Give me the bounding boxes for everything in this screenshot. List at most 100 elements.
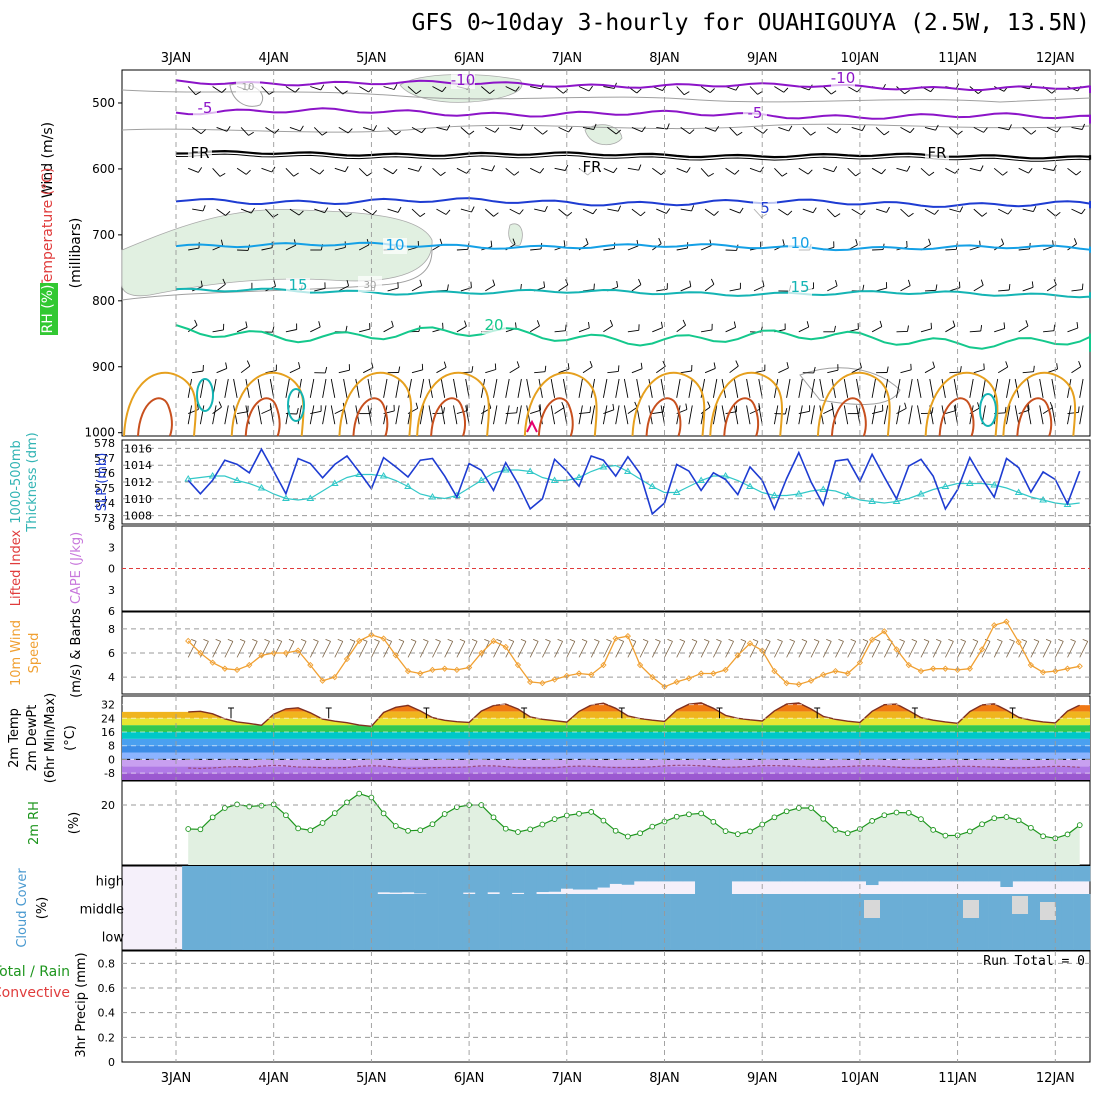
cell-contour (709, 371, 783, 437)
wind-barb-flag (520, 124, 524, 130)
thickness-tick-label: 573 (94, 512, 115, 525)
wind-speed-marker (246, 661, 253, 669)
wind-barb-flag (446, 124, 451, 131)
cloud-bar (426, 894, 439, 922)
cloud-bar (572, 866, 586, 890)
wind-speed-marker (893, 646, 900, 653)
cloud-bar (670, 922, 684, 950)
wind-barb-flag (563, 240, 566, 247)
cloud-bar (548, 866, 561, 892)
y-tick-label: 500 (92, 96, 115, 110)
label-backdrop (451, 73, 475, 89)
wind-barb (831, 378, 836, 398)
wind-barb-flag (564, 164, 569, 171)
wind-barb (387, 127, 397, 136)
wind-barb-flag (708, 173, 714, 177)
cloud-bar (792, 866, 806, 882)
cell-contour (537, 397, 574, 437)
surface-barb-flag (313, 639, 319, 642)
wind-barb (269, 378, 275, 398)
wind-speed-marker (307, 661, 314, 669)
cloud-bar (560, 894, 574, 922)
surface-barb (505, 641, 515, 658)
rh-marker (869, 818, 875, 824)
wind-speed-marker (319, 677, 326, 684)
rh-area-fill (188, 793, 1080, 865)
cloud-bar (243, 922, 256, 950)
cloud-bar (780, 894, 794, 922)
wind-barb-flag (762, 280, 765, 287)
rh-marker (905, 809, 912, 816)
wind-speed-marker (1052, 667, 1059, 675)
wind-barb-flag (617, 365, 620, 372)
wind-barb (998, 126, 1010, 131)
cloud-bar (695, 894, 708, 922)
cloud-bar (890, 922, 903, 950)
wind-speed-marker (783, 680, 790, 687)
surface-barb-flag (545, 639, 551, 642)
surface-barb (945, 641, 954, 658)
wind-barb-flag (218, 401, 222, 408)
wind-barb-flag (324, 366, 328, 374)
wind-barb (440, 405, 446, 425)
cloud-bar (695, 922, 708, 950)
cloud-bar (829, 866, 842, 882)
rh-marker (1003, 814, 1010, 820)
wind-barb (615, 378, 620, 398)
wind-barb (358, 167, 368, 177)
cloud-bar (890, 894, 903, 922)
cloud-bar (914, 866, 928, 882)
wind-barb (941, 378, 946, 398)
wind-barb (1042, 407, 1053, 414)
surface-barb (920, 641, 930, 658)
wind-barb (701, 329, 713, 333)
wind-barb-flag (194, 319, 198, 326)
cloud-bar (548, 894, 561, 922)
wind-barb-flag (250, 207, 255, 214)
wind-barb (725, 326, 736, 333)
rh-marker (307, 827, 314, 834)
wind-speed-marker (832, 667, 839, 675)
wind-barb-flag (298, 362, 301, 369)
wind-speed-marker (942, 665, 949, 672)
wind-barb (704, 367, 716, 374)
wind-barb (969, 167, 981, 172)
slp-tick-label: 1010 (124, 493, 152, 506)
wind-speed-marker (356, 637, 363, 645)
wind-barb (798, 167, 809, 175)
cloud-bar (1000, 866, 1013, 887)
wind-barb (578, 405, 583, 425)
wind-barb (704, 283, 715, 292)
wind-barb (383, 405, 388, 425)
wind-barb-flag (1078, 360, 1082, 367)
wind-barb (509, 366, 520, 374)
wind-barb (827, 369, 839, 374)
wind-barb (485, 208, 494, 217)
wind-speed-marker (380, 635, 387, 642)
surface-barb (859, 641, 869, 658)
surface-barb-flag (899, 639, 905, 642)
surface-barb (896, 641, 905, 658)
wind-barb (240, 365, 251, 374)
surface-barb (883, 641, 893, 658)
wind-barb-flag (519, 209, 524, 215)
temperature-tick-label: -8 (104, 767, 115, 780)
temp-label: (°C) (63, 725, 78, 751)
wind-barb (395, 378, 400, 398)
li-tick-label: 6 (108, 520, 115, 533)
wind-barb (188, 247, 200, 251)
wind-barb (334, 246, 346, 251)
contour-label: 5 (760, 199, 770, 217)
cloud-bar (646, 922, 659, 950)
rh-marker (1028, 824, 1034, 831)
surface-barb (383, 641, 392, 658)
wind-barb (851, 126, 863, 132)
wind-barb-flag (369, 407, 372, 414)
wind-barb (187, 324, 198, 333)
wind-barb (530, 248, 542, 251)
surface-barb (517, 641, 527, 658)
wind-barb-flag (397, 206, 402, 213)
wind-barb (1046, 284, 1057, 292)
wind-barb (994, 327, 1005, 333)
surface-barb (248, 641, 258, 658)
